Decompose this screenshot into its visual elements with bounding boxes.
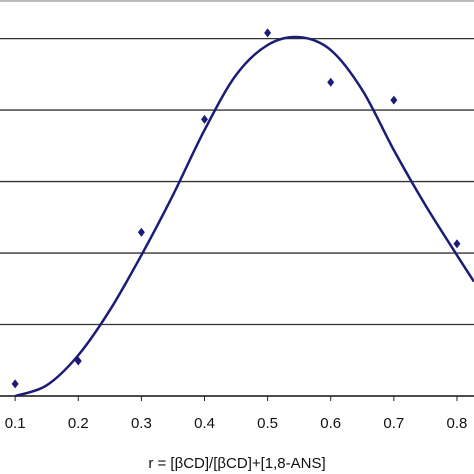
x-tick-label: 0.3 — [131, 415, 152, 432]
data-point — [200, 114, 208, 124]
x-tick-label: 0.1 — [5, 415, 26, 432]
data-point — [264, 28, 272, 38]
data-point — [11, 379, 19, 389]
x-tick-label: 0.8 — [447, 415, 468, 432]
data-point — [137, 227, 145, 237]
x-tick-label: 0.7 — [383, 415, 404, 432]
data-point — [327, 77, 335, 87]
x-tick-label: 0.4 — [194, 415, 215, 432]
data-point — [453, 239, 461, 249]
x-tick-label: 0.2 — [68, 415, 89, 432]
fit-curve — [14, 35, 474, 398]
x-tick-label: 0.6 — [320, 415, 341, 432]
x-tick-label: 0.5 — [257, 415, 278, 432]
x-axis-label: r = [βCD]/[βCD]+[1,8-ANS] — [148, 455, 325, 472]
data-point — [390, 95, 398, 105]
